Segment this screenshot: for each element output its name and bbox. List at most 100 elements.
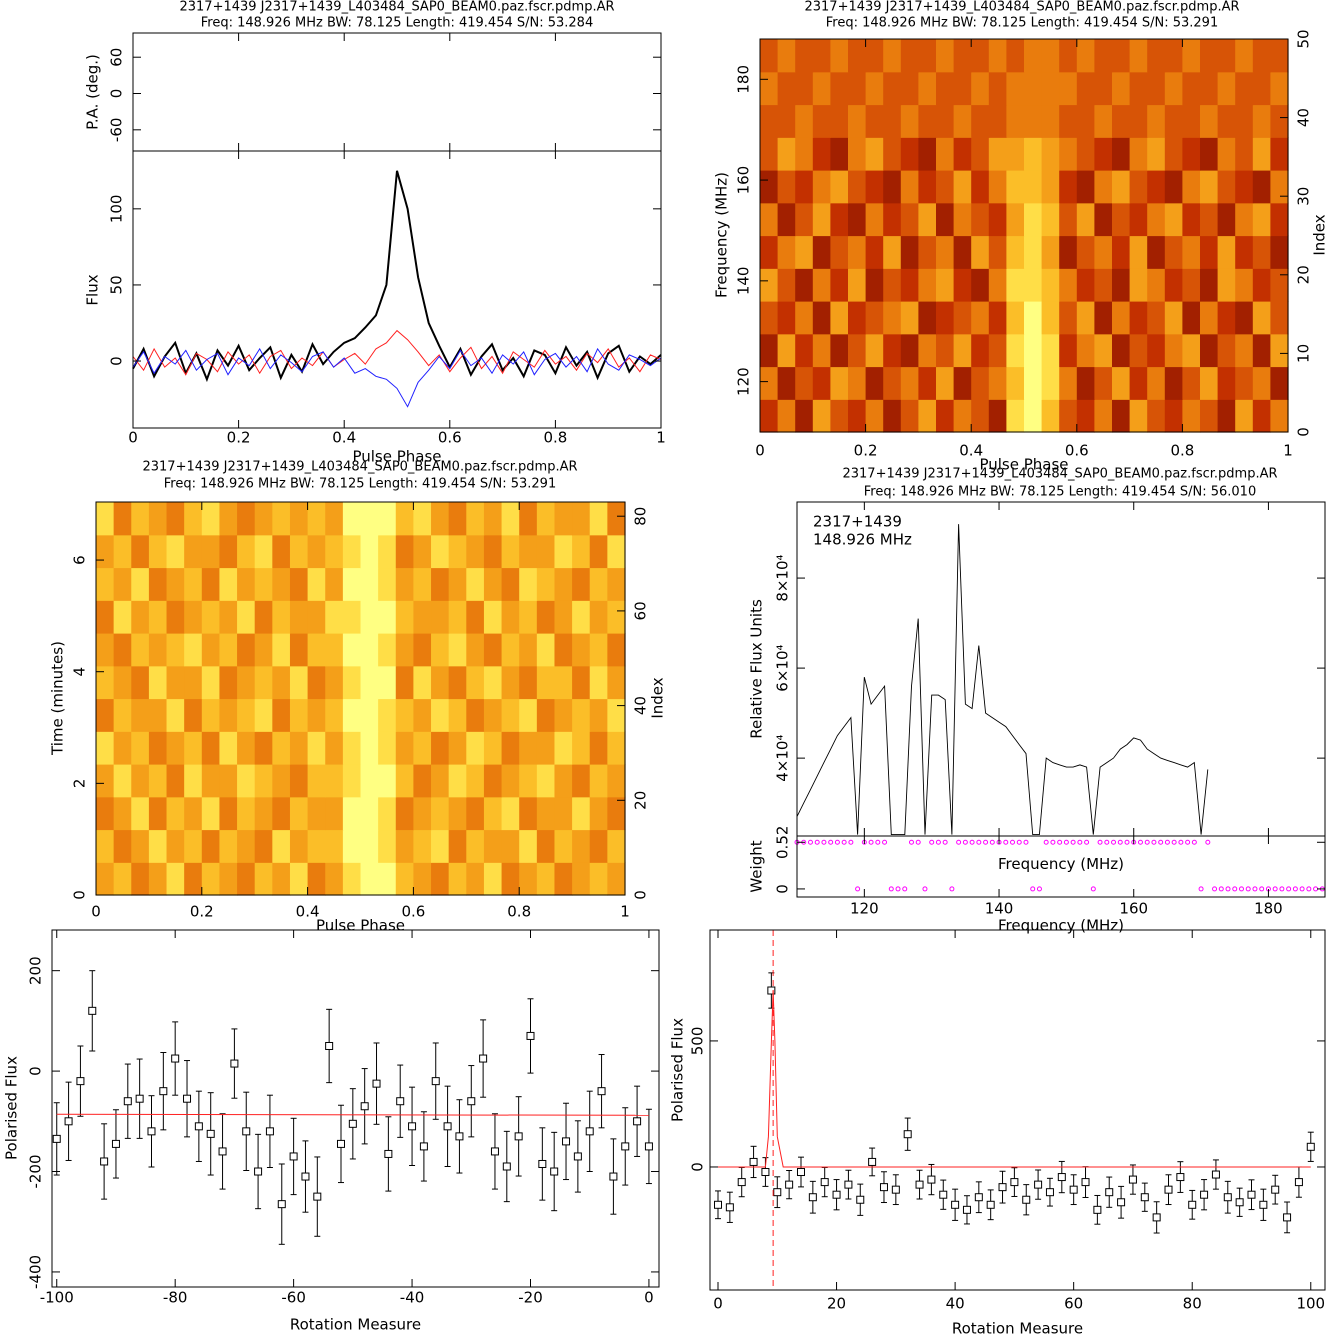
heatmap-cell: [1129, 104, 1148, 138]
heatmap-cell: [795, 333, 814, 368]
data-point: [443, 1122, 452, 1131]
heatmap-cell: [378, 567, 397, 601]
heatmap-cell: [289, 829, 309, 863]
heatmap-cell: [1252, 202, 1271, 237]
heatmap-cell: [848, 333, 867, 368]
heatmap-cell: [760, 333, 779, 368]
y-tick-label: 0: [1295, 427, 1313, 437]
heatmap-cell: [501, 731, 520, 765]
heatmap-cell: [184, 502, 203, 536]
x-tick-label: 140: [985, 900, 1014, 918]
heatmap-cell: [378, 600, 397, 634]
heatmap-cell: [607, 731, 626, 765]
heatmap-cell: [883, 366, 902, 400]
heatmap-cell: [1235, 268, 1254, 302]
heatmap-cell: [936, 366, 955, 400]
heatmap-cell: [1270, 202, 1289, 237]
heatmap-cell: [272, 731, 291, 765]
axis-label: Frequency (MHz): [713, 172, 731, 298]
heatmap-cell: [1076, 202, 1095, 237]
heatmap-cell: [342, 502, 362, 536]
heatmap-cell: [936, 170, 955, 204]
heatmap-cell: [166, 764, 185, 798]
heatmap-cell: [395, 731, 414, 765]
weight-point: [1191, 839, 1197, 845]
heatmap-cell: [1129, 170, 1148, 204]
weight-point: [1185, 839, 1191, 845]
heatmap-cell: [1006, 39, 1025, 73]
heatmap-cell: [1059, 39, 1078, 73]
heatmap-cell: [1217, 235, 1236, 269]
heatmap-cell: [342, 600, 362, 634]
heatmap-cell: [501, 862, 520, 896]
x-tick-label: -40: [400, 1289, 425, 1307]
heatmap-cell: [307, 829, 326, 863]
data-point: [1117, 1198, 1126, 1207]
heatmap-cell: [1076, 39, 1095, 73]
heatmap-cell: [589, 600, 608, 634]
heatmap-cell: [131, 698, 150, 732]
heatmap-cell: [1182, 301, 1201, 335]
heatmap-cell: [865, 39, 884, 73]
heatmap-cell: [589, 534, 608, 569]
heatmap-cell: [307, 698, 326, 732]
y-tick-label: 80: [632, 507, 650, 526]
heatmap-cell: [795, 39, 814, 73]
heatmap-cell: [237, 633, 256, 667]
heatmap-cell: [953, 301, 972, 335]
weight-point: [828, 839, 834, 845]
heatmap-cell: [96, 862, 115, 896]
y-tick-label: -200: [27, 1154, 45, 1188]
heatmap-cell: [1076, 235, 1095, 269]
data-point: [785, 1180, 794, 1189]
heatmap-cell: [1200, 366, 1219, 400]
heatmap-cell: [254, 731, 273, 765]
x-tick-label: 0: [128, 429, 138, 447]
heatmap-cell: [1129, 137, 1148, 171]
heatmap-cell: [883, 104, 902, 138]
heatmap-cell: [1164, 235, 1183, 269]
heatmap-cell: [1164, 399, 1183, 433]
heatmap-cell: [607, 796, 626, 831]
heatmap-cell: [148, 633, 168, 667]
heatmap-cell: [96, 796, 115, 831]
heatmap-cell: [519, 567, 538, 601]
heatmap-cell: [431, 731, 450, 765]
heatmap-cell: [307, 796, 326, 831]
x-tick-label: 0: [713, 1295, 723, 1313]
x-tick-label: 0: [91, 903, 101, 921]
heatmap-cell: [936, 333, 955, 368]
data-point: [633, 1117, 642, 1126]
heatmap-cell: [219, 567, 238, 601]
heatmap-cell: [325, 600, 344, 634]
heatmap-cell: [96, 633, 115, 667]
x-tick-label: 0.4: [296, 903, 320, 921]
chart-title: 2317+1439 J2317+1439_L403484_SAP0_BEAM0.…: [842, 467, 1277, 482]
chart-title: 2317+1439 J2317+1439_L403484_SAP0_BEAM0.…: [142, 460, 577, 475]
heatmap-cell: [466, 796, 485, 831]
heatmap-cell: [900, 366, 919, 400]
heatmap-cell: [342, 862, 362, 896]
heatmap-cell: [1217, 301, 1236, 335]
heatmap-cell: [1164, 202, 1183, 237]
heatmap-cell: [360, 665, 379, 700]
heatmap-cell: [184, 600, 203, 634]
heatmap-cell: [395, 534, 414, 569]
heatmap-cell: [307, 862, 326, 896]
heatmap-cell: [1235, 399, 1254, 433]
heatmap-cell: [572, 600, 591, 634]
y-tick-label: 0: [774, 884, 792, 894]
heatmap-cell: [760, 301, 779, 335]
heatmap-cell: [1112, 137, 1131, 171]
heatmap-cell: [360, 502, 379, 536]
heatmap-cell: [777, 137, 796, 171]
heatmap-cell: [1252, 235, 1271, 269]
heatmap-cell: [148, 600, 168, 634]
heatmap-cell: [848, 235, 867, 269]
heatmap-cell: [607, 829, 626, 863]
heatmap-cell: [589, 731, 608, 765]
chart-subtitle: Freq: 148.926 MHz BW: 78.125 Length: 419…: [164, 477, 556, 492]
heatmap-cell: [1270, 268, 1289, 302]
heatmap-cell: [777, 170, 796, 204]
